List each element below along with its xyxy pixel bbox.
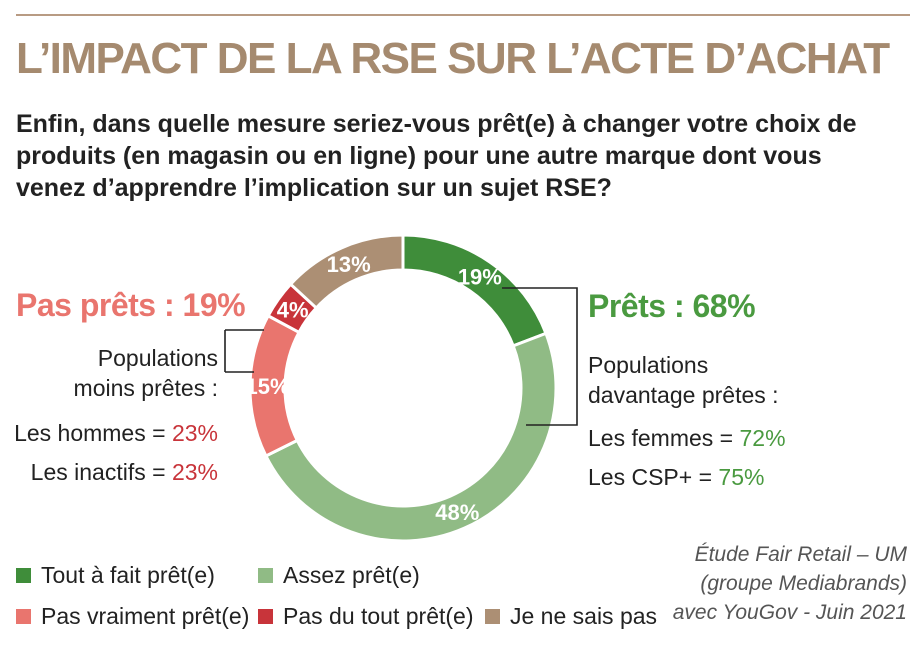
- slice-value-label: 4%: [277, 297, 309, 322]
- legend-item-tout-a-fait: Tout à fait prêt(e): [16, 562, 215, 589]
- legend-item-assez: Assez prêt(e): [258, 562, 420, 589]
- stat-women-value: 72%: [739, 425, 786, 451]
- legend-item-pas-du-tout: Pas du tout prêt(e): [258, 603, 474, 630]
- right-populations-label: Populations davantage prêtes :: [588, 350, 779, 410]
- survey-question: Enfin, dans quelle mesure seriez-vous pr…: [16, 110, 857, 202]
- legend-swatch: [16, 568, 31, 583]
- source-note: Étude Fair Retail – UM (groupe Mediabran…: [673, 540, 907, 627]
- legend-swatch: [258, 609, 273, 624]
- right-stat-csp: Les CSP+ = 75%: [588, 462, 764, 492]
- legend-label: Tout à fait prêt(e): [41, 562, 215, 588]
- slice-value-label: 48%: [435, 500, 479, 525]
- stat-csp-value: 75%: [718, 464, 765, 490]
- source-line2: (groupe Mediabrands): [700, 572, 907, 595]
- stat-inactive-label: Les inactifs =: [30, 459, 172, 485]
- right-stat-women: Les femmes = 72%: [588, 423, 786, 453]
- top-rule: [16, 14, 910, 16]
- left-populations-label: Populations moins prêtes :: [74, 343, 218, 403]
- donut-slices: [248, 233, 558, 543]
- right-sub-line1: Populations: [588, 352, 709, 378]
- legend-swatch: [16, 609, 31, 624]
- left-stat-inactive: Les inactifs = 23%: [31, 457, 218, 487]
- donut-slice: [288, 233, 405, 311]
- legend-swatch: [485, 609, 500, 624]
- source-line3: avec YouGov - Juin 2021: [672, 601, 907, 624]
- prets-headline: Prêts : 68%: [588, 288, 756, 324]
- legend-item-pas-vraiment: Pas vraiment prêt(e): [16, 603, 249, 630]
- right-connector: [502, 287, 578, 426]
- right-sub-line2: davantage prêtes :: [588, 382, 779, 408]
- legend-swatch: [258, 568, 273, 583]
- slice-value-label: 19%: [458, 264, 502, 289]
- legend-label: Pas vraiment prêt(e): [41, 603, 250, 629]
- page-title: L’IMPACT DE LA RSE SUR L’ACTE D’ACHAT: [16, 34, 890, 83]
- donut-labels: 19% 48% 15% 4% 13%: [245, 252, 501, 525]
- left-sub-line1: Populations: [97, 345, 218, 371]
- stat-inactive-value: 23%: [171, 459, 218, 485]
- donut-slice: [401, 233, 548, 348]
- pas-prets-headline: Pas prêts : 19%: [16, 287, 246, 323]
- donut-slice: [263, 331, 558, 543]
- stat-csp-label: Les CSP+ =: [588, 464, 719, 490]
- legend-label: Pas du tout prêt(e): [283, 603, 474, 629]
- source-line1: Étude Fair Retail – UM: [694, 543, 907, 566]
- slice-value-label: 15%: [245, 374, 289, 399]
- stat-women-label: Les femmes =: [588, 425, 740, 451]
- legend-item-ne-sais-pas: Je ne sais pas: [485, 603, 657, 630]
- stat-men-value: 23%: [171, 420, 218, 446]
- legend-label: Assez prêt(e): [283, 562, 420, 588]
- stat-men-label: Les hommes =: [14, 420, 172, 446]
- left-sub-line2: moins prêtes :: [73, 375, 218, 401]
- slice-value-label: 13%: [327, 252, 371, 277]
- left-stat-men: Les hommes = 23%: [14, 418, 218, 448]
- legend-label: Je ne sais pas: [510, 603, 658, 629]
